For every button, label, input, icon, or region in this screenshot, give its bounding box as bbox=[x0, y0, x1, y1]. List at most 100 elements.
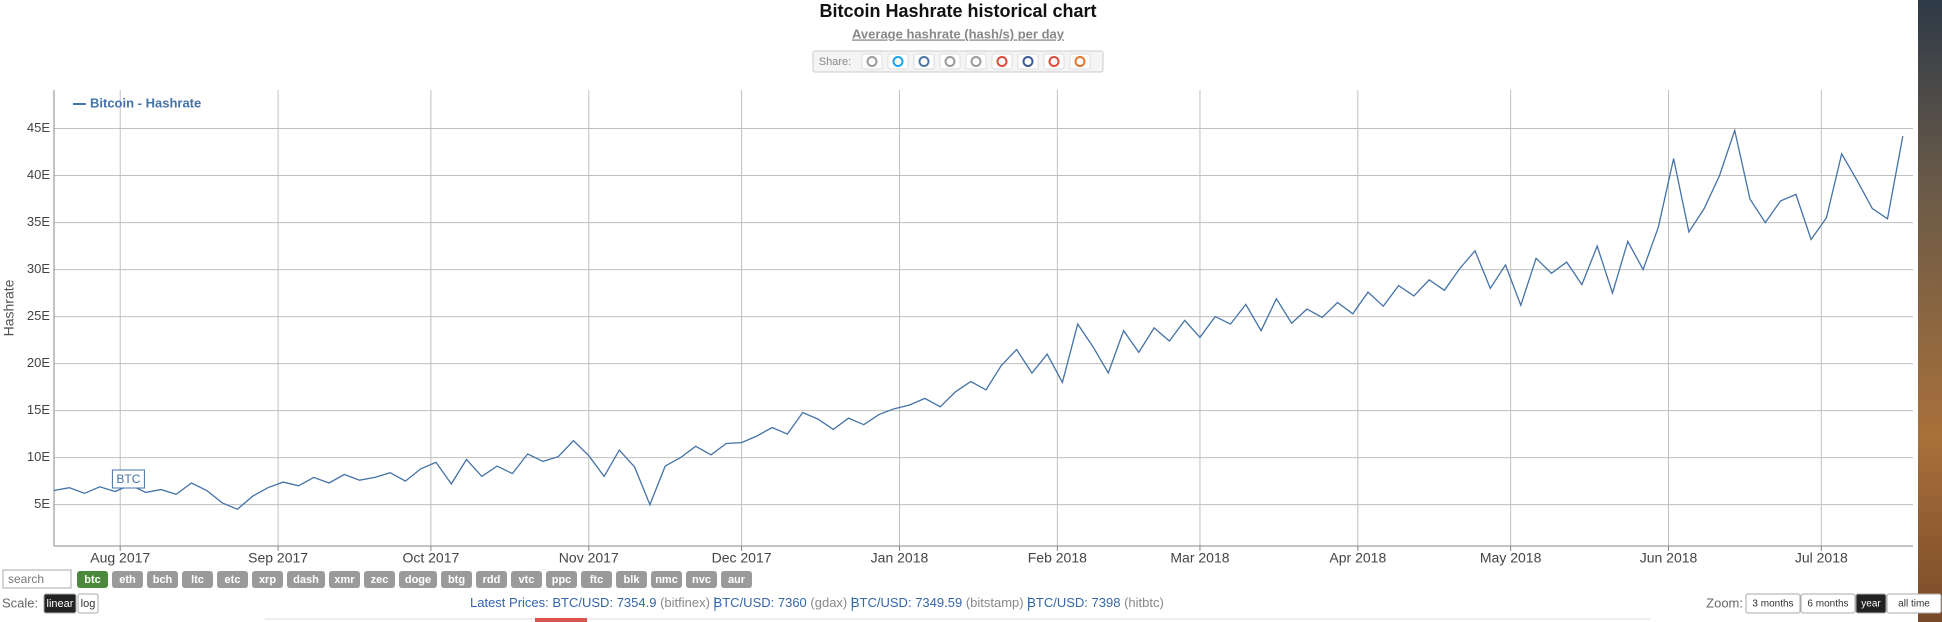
x-tick-label: Apr 2018 bbox=[1329, 550, 1386, 566]
coin-label: btg bbox=[448, 574, 465, 586]
coin-button[interactable] bbox=[546, 571, 577, 588]
x-tick-label: Jun 2018 bbox=[1640, 550, 1698, 566]
zoom-option: 3 months bbox=[1752, 599, 1793, 610]
coin-button[interactable] bbox=[287, 571, 325, 588]
coin-button[interactable] bbox=[329, 571, 360, 588]
price-value: 7360 bbox=[778, 595, 807, 610]
coin-button[interactable] bbox=[651, 571, 682, 588]
coin-label: nvc bbox=[692, 574, 711, 586]
coin-label: dash bbox=[293, 574, 319, 586]
share-icon[interactable] bbox=[887, 53, 909, 70]
coin-label: btc bbox=[84, 574, 101, 586]
search-placeholder: search bbox=[8, 572, 44, 586]
share-icon[interactable] bbox=[965, 53, 987, 70]
share-icon-glyph bbox=[1022, 56, 1034, 67]
x-tick-label: Aug 2017 bbox=[90, 550, 150, 566]
share-icon[interactable] bbox=[939, 53, 961, 70]
y-tick-label: 40E bbox=[27, 167, 50, 182]
coin-label: xrp bbox=[259, 574, 276, 586]
price-source: (hitbtc) bbox=[1124, 595, 1164, 610]
y-tick-label: 45E bbox=[27, 120, 50, 135]
price-value: 7398 bbox=[1092, 595, 1121, 610]
x-tick-label: Dec 2017 bbox=[712, 550, 772, 566]
y-tick-label: 20E bbox=[27, 355, 50, 370]
share-icon-glyph bbox=[866, 56, 878, 67]
x-tick-label: Jul 2018 bbox=[1795, 550, 1848, 566]
coin-button[interactable] bbox=[147, 571, 178, 588]
zoom-button[interactable] bbox=[1745, 593, 1801, 614]
coin-label: zec bbox=[371, 574, 389, 586]
coin-button[interactable] bbox=[581, 571, 612, 588]
coin-label: blk bbox=[624, 574, 641, 586]
share-icon-glyph bbox=[944, 56, 956, 67]
y-tick-label: 10E bbox=[27, 449, 50, 464]
coin-button[interactable] bbox=[686, 571, 717, 588]
coin-label: nmc bbox=[655, 574, 678, 586]
share-icon[interactable] bbox=[861, 53, 883, 70]
price-pair: BTC/USD: bbox=[1027, 595, 1088, 610]
scale-option: log bbox=[81, 598, 96, 610]
coin-label: ltc bbox=[191, 574, 204, 586]
coin-button[interactable] bbox=[441, 571, 472, 588]
coin-label: etc bbox=[225, 574, 241, 586]
latest-prices: Latest Prices: BTC/USD: 7354.9 (bitfinex… bbox=[470, 595, 1164, 610]
share-icon-glyph bbox=[1048, 56, 1060, 67]
coin-button[interactable] bbox=[511, 571, 542, 588]
scale-button[interactable] bbox=[77, 593, 99, 614]
price-value: 7354.9 bbox=[617, 595, 657, 610]
price-source: (gdax) bbox=[810, 595, 847, 610]
y-tick-label: 30E bbox=[27, 261, 50, 276]
share-icon-glyph bbox=[918, 56, 930, 67]
scale-label: Scale: bbox=[2, 595, 38, 610]
coin-button[interactable] bbox=[182, 571, 213, 588]
coin-button[interactable] bbox=[217, 571, 248, 588]
x-tick-label: Feb 2018 bbox=[1028, 550, 1087, 566]
price-source: (bitfinex) bbox=[660, 595, 710, 610]
legend-label: Bitcoin - Hashrate bbox=[90, 95, 201, 110]
annotation-box bbox=[111, 469, 145, 489]
price-pair: BTC/USD: bbox=[851, 595, 912, 610]
coin-label: eth bbox=[119, 574, 136, 586]
coin-label: ppc bbox=[552, 574, 572, 586]
coin-button[interactable] bbox=[721, 571, 752, 588]
annotation: BTC bbox=[116, 472, 140, 486]
share-icon[interactable] bbox=[1017, 53, 1039, 70]
search-box[interactable] bbox=[2, 569, 72, 589]
coin-label: doge bbox=[405, 574, 431, 586]
y-axis-label: Hashrate bbox=[1, 279, 17, 336]
y-tick-label: 35E bbox=[27, 214, 50, 229]
chart-title: Bitcoin Hashrate historical chart bbox=[819, 1, 1096, 21]
scale-button[interactable] bbox=[43, 593, 77, 614]
share-icon-glyph bbox=[996, 56, 1008, 67]
coin-button[interactable] bbox=[476, 571, 507, 588]
price-source: (bitstamp) bbox=[966, 595, 1024, 610]
coin-button[interactable] bbox=[252, 571, 283, 588]
coin-button[interactable] bbox=[77, 571, 108, 588]
share-icon[interactable] bbox=[1069, 53, 1091, 70]
zoom-button[interactable] bbox=[1855, 593, 1887, 614]
share-icon[interactable] bbox=[991, 53, 1013, 70]
y-tick-label: 5E bbox=[34, 496, 50, 511]
coin-button[interactable] bbox=[364, 571, 395, 588]
prices-label: Latest Prices: bbox=[470, 595, 549, 610]
share-icons bbox=[861, 53, 1091, 70]
share-icon-glyph bbox=[1074, 56, 1086, 67]
zoom-option: all time bbox=[1898, 599, 1930, 610]
coin-label: bch bbox=[153, 574, 173, 586]
zoom-option: year bbox=[1861, 599, 1881, 610]
coin-button[interactable] bbox=[112, 571, 143, 588]
share-icon[interactable] bbox=[1043, 53, 1065, 70]
data-line bbox=[53, 127, 1904, 511]
y-tick-label: 15E bbox=[27, 402, 50, 417]
coin-button[interactable] bbox=[616, 571, 647, 588]
share-icon[interactable] bbox=[913, 53, 935, 70]
zoom-button[interactable] bbox=[1886, 593, 1942, 614]
zoom-option: 6 months bbox=[1807, 599, 1848, 610]
y-tick-label: 25E bbox=[27, 308, 50, 323]
zoom-label: Zoom: bbox=[1706, 595, 1743, 610]
zoom-button[interactable] bbox=[1800, 593, 1856, 614]
x-tick-label: Nov 2017 bbox=[559, 550, 619, 566]
coin-button[interactable] bbox=[399, 571, 437, 588]
